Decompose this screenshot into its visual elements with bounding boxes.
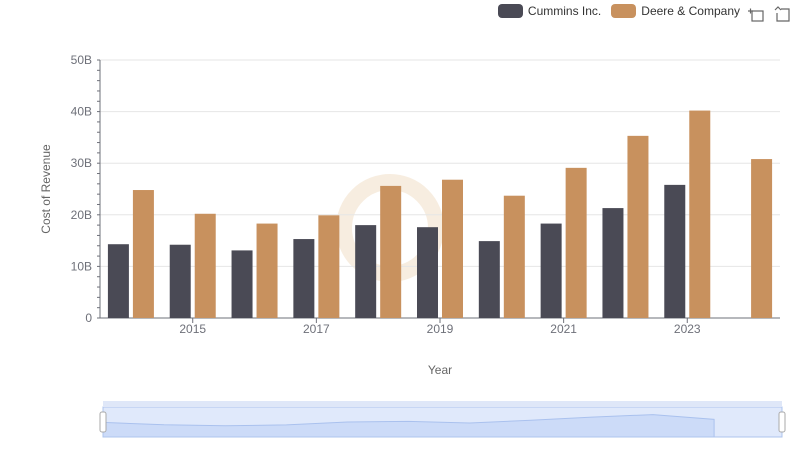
zoom-slider-handle-right[interactable] <box>778 411 786 433</box>
bar-cummins-2014[interactable] <box>107 244 129 318</box>
bar-deere-2016[interactable] <box>256 223 278 318</box>
toolbox <box>748 6 790 22</box>
restore-icon[interactable] <box>774 6 790 22</box>
bar-cummins-2018[interactable] <box>355 225 377 318</box>
legend-item-deere[interactable]: Deere & Company <box>611 4 740 18</box>
bar-deere-2018[interactable] <box>380 185 402 318</box>
bar-deere-2019[interactable] <box>442 179 463 318</box>
legend-item-cummins[interactable]: Cummins Inc. <box>497 4 602 18</box>
zoom-slider-move-bar[interactable] <box>103 401 782 407</box>
y-tick-label: 30B <box>71 156 92 170</box>
bar-cummins-2016[interactable] <box>231 250 253 318</box>
bar-deere-2023[interactable] <box>689 110 711 319</box>
zoom-slider-handle-left[interactable] <box>99 411 107 433</box>
zoom-icon[interactable] <box>748 6 764 22</box>
bar-cummins-2020[interactable] <box>478 241 500 318</box>
legend: Cummins Inc. Deere & Company <box>497 4 740 18</box>
bar-deere-2020[interactable] <box>503 195 525 318</box>
bar-deere-2022[interactable] <box>627 135 649 318</box>
x-axis-title: Year <box>428 363 452 377</box>
y-tick-label: 20B <box>71 208 92 222</box>
bar-cummins-2019[interactable] <box>417 227 438 318</box>
bar-cummins-2022[interactable] <box>602 208 624 318</box>
y-tick-label: 10B <box>71 259 92 273</box>
y-tick-label: 50B <box>71 53 92 67</box>
x-tick-label: 2023 <box>674 322 701 336</box>
bar-cummins-2017[interactable] <box>293 239 315 318</box>
y-axis-title: Cost of Revenue <box>39 144 53 234</box>
zoom-slider-window[interactable] <box>102 406 783 438</box>
bar-deere-2017[interactable] <box>318 215 340 318</box>
bar-cummins-2015[interactable] <box>169 244 191 318</box>
bar-cummins-2021[interactable] <box>540 223 562 318</box>
zoom-slider-preview <box>102 414 715 438</box>
bar-deere-2021[interactable] <box>565 167 587 318</box>
x-tick-label: 2021 <box>550 322 577 336</box>
bar-deere-2015[interactable] <box>194 213 216 318</box>
y-tick-label: 40B <box>71 105 92 119</box>
legend-label-deere: Deere & Company <box>641 4 740 18</box>
legend-swatch-deere <box>611 4 637 18</box>
bar-deere-2014[interactable] <box>132 190 154 318</box>
bar-deere-2024[interactable] <box>751 159 773 318</box>
y-tick-label: 0 <box>85 311 92 325</box>
legend-swatch-cummins <box>497 4 523 18</box>
legend-label-cummins: Cummins Inc. <box>527 4 602 18</box>
x-tick-label: 2015 <box>179 322 206 336</box>
x-tick-label: 2017 <box>303 322 330 336</box>
x-tick-label: 2019 <box>427 322 454 336</box>
bar-cummins-2023[interactable] <box>664 184 686 318</box>
